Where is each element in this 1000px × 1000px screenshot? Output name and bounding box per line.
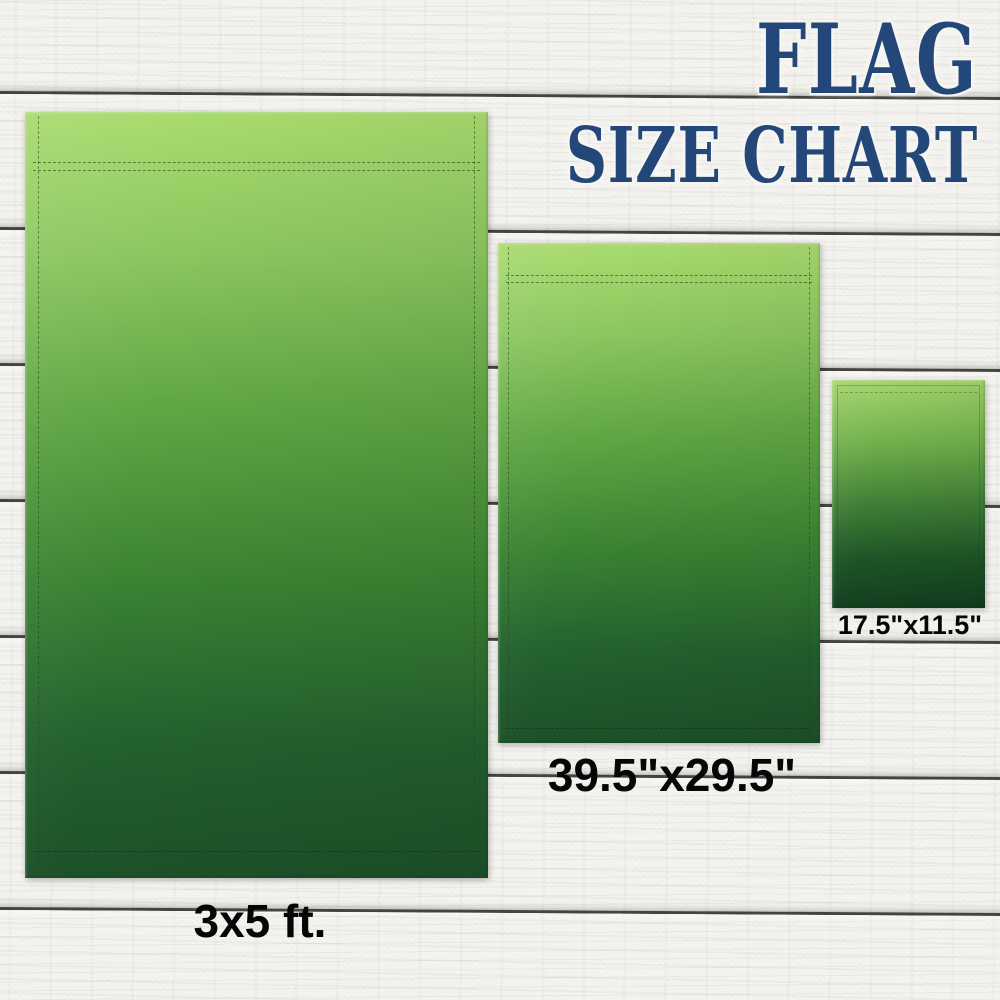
title-word-flag: FLAG [755,3,978,116]
stitch-inner-border [837,385,980,603]
flag-small [832,380,985,608]
stitch-seam-left [38,116,39,874]
page-title: FLAG SIZE CHART [421,12,978,195]
flag-large-size-label: 3x5 ft. [193,895,327,947]
stitch-seam-top [506,282,812,283]
stitch-hem-bottom [506,728,812,729]
stitch-seam-top [33,162,480,163]
stitch-seam-top [840,392,977,393]
stitch-hem-bottom [33,851,480,852]
flag-small-size-label: 17.5"x11.5" [837,610,983,640]
stitch-seam-right [809,247,810,739]
title-words-size-chart: SIZE CHART [565,111,978,201]
stitch-seam-right [474,116,475,874]
flag-large [25,112,488,878]
stitch-seam-top [506,275,812,276]
stitch-seam-top [33,170,480,171]
flag-medium [498,243,820,743]
flag-medium-size-label: 39.5"x29.5" [547,749,797,801]
stitch-seam-left [508,247,509,739]
